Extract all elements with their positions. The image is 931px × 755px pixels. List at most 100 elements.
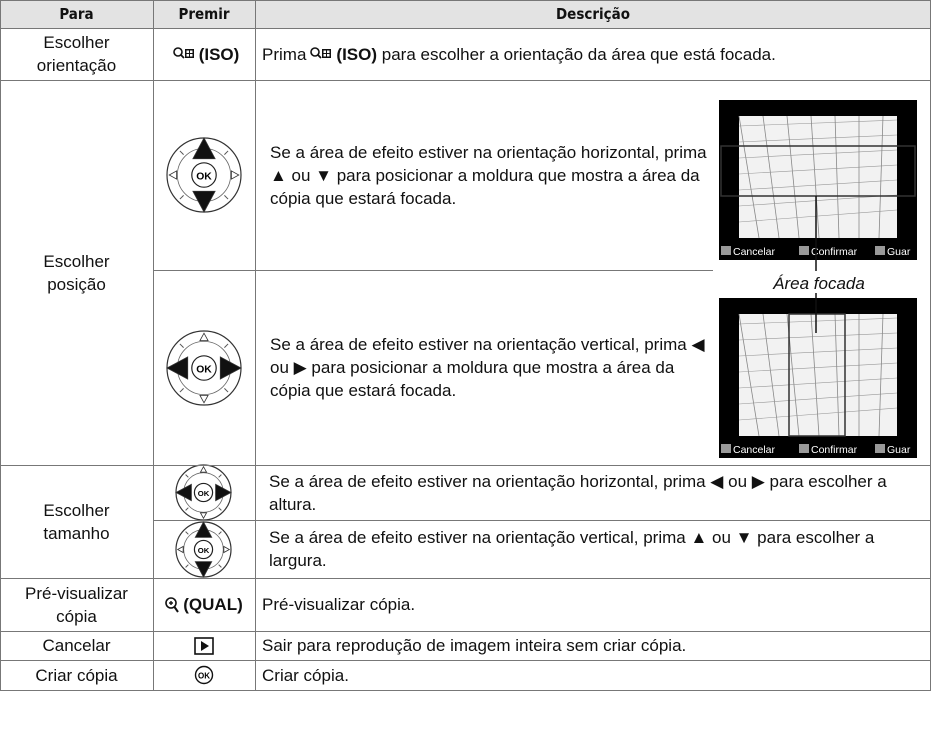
map-line xyxy=(738,179,898,191)
ok-label: OK xyxy=(198,489,210,498)
ok-button xyxy=(191,162,217,188)
action: Escolher tamanho xyxy=(43,500,110,543)
focus-frame xyxy=(720,145,916,197)
key xyxy=(153,631,255,660)
ok-icon: OK xyxy=(194,665,214,685)
map-line xyxy=(738,149,898,159)
desc-text: para escolher a orientação da área que e… xyxy=(381,44,776,64)
rule xyxy=(0,660,931,661)
selector-tick xyxy=(224,388,229,393)
action: Escolher posição xyxy=(43,251,110,294)
selector-arrow xyxy=(176,545,184,554)
button-icon xyxy=(799,444,809,453)
screen-label: Confirmar xyxy=(811,444,858,456)
description: Pré-visualizar cópia. xyxy=(262,595,416,614)
key: (ISO) xyxy=(153,28,255,80)
selector-tick xyxy=(185,507,189,511)
description: Se a área de efeito estiver na orientaçã… xyxy=(270,142,707,208)
selector-graphic: OK xyxy=(175,464,232,521)
selector-arrow xyxy=(192,137,216,160)
selector-tick xyxy=(179,343,184,348)
map-line xyxy=(878,313,884,437)
ok-label: OK xyxy=(196,364,212,375)
action: Cancelar xyxy=(42,636,111,655)
selector-graphic: OK xyxy=(166,137,242,213)
multi-selector: OK xyxy=(166,330,242,411)
rule xyxy=(0,465,931,466)
description: Se a área de efeito estiver na orientaçã… xyxy=(270,335,705,400)
map-line xyxy=(738,392,898,405)
description: Sair para reprodução de imagem inteira s… xyxy=(262,636,687,655)
button-icon xyxy=(721,246,731,255)
header-cell: Descrição xyxy=(255,0,931,28)
button-icon xyxy=(875,444,885,453)
map-line xyxy=(738,134,898,143)
rule xyxy=(255,0,256,691)
ok-button xyxy=(193,539,214,560)
multi-selector: OK xyxy=(175,464,232,526)
action: Escolher orientação xyxy=(36,33,117,75)
rule xyxy=(0,631,931,632)
selector-tick xyxy=(185,531,189,535)
map-line xyxy=(762,313,780,437)
playback-icon xyxy=(194,636,214,655)
map-line xyxy=(878,115,884,239)
rule xyxy=(0,690,931,691)
selector-tick xyxy=(218,474,222,478)
selector-tick xyxy=(179,150,184,155)
map-line xyxy=(762,115,780,239)
selector-tick xyxy=(218,564,222,568)
selector-arrow xyxy=(168,170,178,180)
selector-tick xyxy=(224,195,229,200)
map-line xyxy=(738,194,898,207)
focus-frame xyxy=(788,313,846,437)
key: OK xyxy=(153,660,255,690)
desc-text: Prima xyxy=(262,44,307,64)
button-icon xyxy=(799,246,809,255)
thumb-zoom-icon xyxy=(172,47,194,59)
action: Criar cópia xyxy=(35,665,118,685)
selector-tick xyxy=(185,564,189,568)
selector-tick xyxy=(224,150,229,155)
map-line xyxy=(738,377,898,389)
selector-tick xyxy=(179,195,184,200)
selector-tick xyxy=(185,474,189,478)
map-line xyxy=(738,313,760,437)
map-line xyxy=(834,115,840,239)
rule xyxy=(0,0,931,1)
ok-label: OK xyxy=(198,672,210,681)
rule xyxy=(0,28,931,29)
selector-arrow xyxy=(199,465,208,473)
map-line xyxy=(738,407,898,421)
header-cell: Premir xyxy=(153,0,255,28)
action: Pré-visualizar cópia xyxy=(25,583,128,626)
thumb-zoom-icon xyxy=(310,47,332,59)
map-line xyxy=(834,313,840,437)
multi-selector: OK xyxy=(175,521,232,583)
screen-label: Guar xyxy=(887,246,911,258)
description: Criar cópia. xyxy=(262,665,349,685)
description: Se a área de efeito estiver na orientaçã… xyxy=(269,471,887,514)
screen-label: Guar xyxy=(887,444,911,456)
map-line xyxy=(738,119,898,127)
zoom-icon xyxy=(165,596,180,613)
ok-label: OK xyxy=(198,546,210,555)
selector-tick xyxy=(179,388,184,393)
selector-arrow xyxy=(219,356,242,380)
map-line xyxy=(738,362,898,373)
screen-label: Confirmar xyxy=(811,246,858,258)
selector-arrow xyxy=(199,332,209,342)
desc-key: (ISO) xyxy=(336,44,378,64)
multi-selector: OK xyxy=(166,137,242,218)
description: Prima (ISO) para escolher a orientação d… xyxy=(255,28,931,80)
selector-arrow xyxy=(194,521,213,538)
description: Se a área de efeito estiver na orientaçã… xyxy=(269,528,875,570)
key: (QUAL) xyxy=(153,578,255,631)
screen-illustrations: Cancelar Confirmar Guar Cancelar Confirmar Gu… xyxy=(719,100,917,458)
button-icon xyxy=(721,444,731,453)
selector-graphic: OK xyxy=(175,521,232,578)
ok-label: OK xyxy=(196,171,212,182)
selector-arrow xyxy=(230,170,240,180)
map-line xyxy=(738,164,898,175)
